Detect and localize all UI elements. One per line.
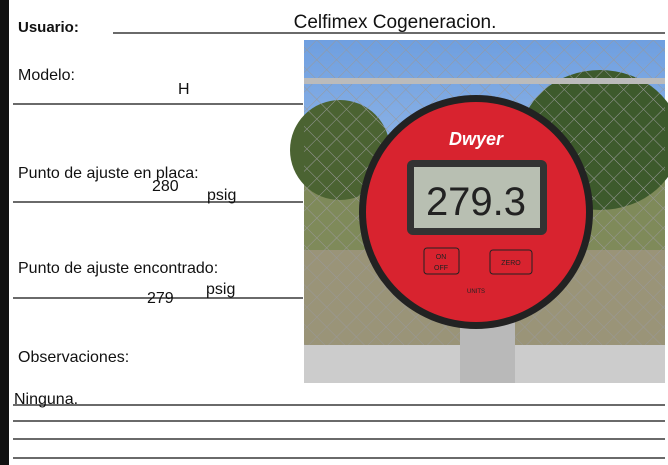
left-border <box>0 0 9 465</box>
form-page: Usuario: Celfimex Cogeneracion. Modelo: … <box>0 0 668 465</box>
photo-units: UNITS <box>467 289 485 295</box>
user-value: Celfimex Cogeneracion. <box>294 12 497 33</box>
plate-value: 280 <box>152 178 179 195</box>
found-unit: psig <box>206 281 235 298</box>
notes-label: Observaciones: <box>18 349 129 366</box>
photo-button: OFF <box>434 265 448 272</box>
page: Usuario: Celfimex Cogeneracion. Modelo: … <box>0 0 668 465</box>
photo-button: ZERO <box>501 260 521 267</box>
photo: Dwyer 279.3 ON OFF ZERO UNITS <box>290 40 668 383</box>
photo-button: ON <box>436 254 447 261</box>
found-label: Punto de ajuste encontrado: <box>18 260 218 277</box>
photo-reading: 279.3 <box>426 180 526 224</box>
model-value: H <box>178 81 190 98</box>
user-label: Usuario: <box>18 19 79 36</box>
model-label: Modelo: <box>18 67 75 84</box>
photo-brand: Dwyer <box>449 129 504 149</box>
